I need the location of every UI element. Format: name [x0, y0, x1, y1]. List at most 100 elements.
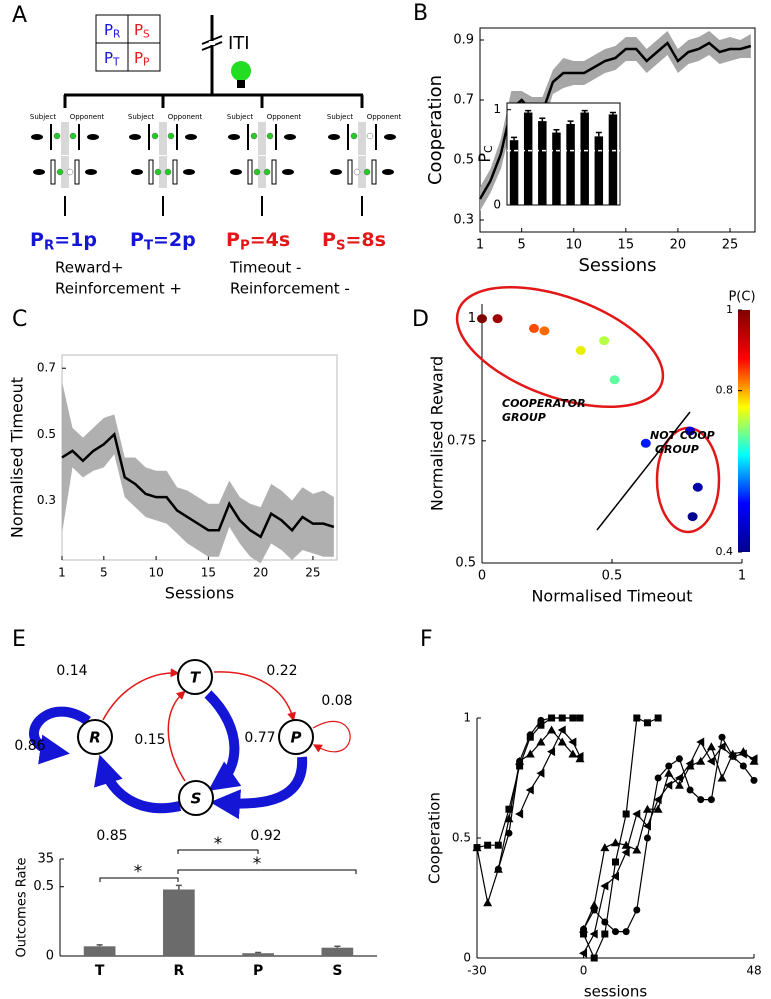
state-label: P: [291, 729, 302, 747]
outcome-description: Reinforcement +: [55, 280, 182, 298]
y-tick-label: 0.9: [453, 33, 474, 48]
point: [477, 314, 487, 324]
symbol: P: [475, 153, 494, 163]
marker: [706, 742, 716, 751]
x-tick-label: T: [95, 963, 105, 979]
y-tick-label: 0: [463, 951, 471, 965]
symbol-value: =2p: [153, 229, 196, 251]
error-bar: [511, 136, 518, 141]
transition-probability: 0.22: [266, 663, 297, 679]
wall: [172, 159, 178, 185]
subject-label: Subject: [128, 113, 154, 121]
significance-star: *: [214, 834, 223, 854]
x-tick-label: 10: [565, 238, 582, 253]
marker: [749, 754, 758, 764]
rat: [382, 169, 394, 175]
x-tick-label: 25: [722, 238, 739, 253]
subscript: R: [113, 29, 120, 41]
light: [56, 168, 64, 176]
x-tick-label: R: [173, 963, 184, 979]
point: [609, 375, 620, 385]
marker: [537, 721, 545, 729]
marker: [536, 737, 546, 746]
bar: [242, 953, 274, 956]
marker: [697, 796, 705, 804]
symbol: P: [226, 229, 240, 251]
subject-label: Subject: [327, 113, 353, 121]
bar: [509, 140, 519, 205]
panel-label: F: [420, 627, 433, 652]
marker: [516, 762, 524, 770]
y-tick-label: 1: [468, 311, 476, 326]
symbol-text: PP: [134, 49, 149, 69]
colorbar-tick-label: 0.8: [716, 384, 734, 397]
transition-arrow: [204, 690, 242, 791]
transition-arrow: [167, 690, 186, 782]
y-axis-label: Cooperation: [425, 75, 446, 185]
state-label: T: [190, 669, 202, 687]
symbol-text: PR=1p: [30, 229, 97, 254]
y-tick-label: 0.7: [453, 93, 474, 108]
subscript: C: [482, 145, 495, 153]
marker: [611, 871, 619, 881]
y-tick-label: 0.5: [455, 556, 476, 571]
marker: [685, 759, 694, 769]
colorbar: [738, 310, 750, 552]
marker: [601, 918, 609, 926]
y-tick-label: 0: [493, 198, 501, 212]
marker: [600, 843, 610, 852]
marker: [611, 838, 620, 847]
y-axis-label: Normalised Reward: [428, 356, 447, 511]
marker: [589, 929, 598, 939]
marker: [642, 804, 652, 813]
transition-probability: 0.85: [96, 828, 127, 844]
marker: [674, 773, 683, 783]
transition-probability: 0.92: [250, 828, 281, 844]
symbol: P: [134, 21, 143, 39]
bar: [163, 889, 195, 956]
significance-star: *: [253, 854, 262, 874]
point: [492, 314, 503, 324]
subscript: P: [240, 239, 250, 254]
wall: [247, 159, 253, 185]
x-tick-label: 5: [100, 566, 108, 580]
y-tick-label: 1: [493, 102, 501, 116]
y-axis-label: Normalised Timeout: [8, 377, 27, 538]
panel-label: A: [12, 3, 27, 28]
error-bar: [595, 131, 602, 137]
marker: [707, 796, 715, 804]
lever-panel: [159, 156, 167, 188]
marker: [516, 757, 524, 765]
light: [366, 132, 374, 140]
subscript: T: [144, 239, 153, 254]
x-tick-label: 5: [518, 238, 526, 253]
rat: [131, 169, 143, 175]
marker: [547, 747, 556, 757]
group-annotation: GROUP: [502, 411, 546, 424]
marker: [525, 749, 535, 758]
marker: [632, 845, 642, 854]
y-tick-label: 1: [463, 711, 471, 725]
subscript: T: [112, 57, 120, 69]
error-band: [62, 381, 334, 564]
marker: [505, 829, 513, 837]
marker: [717, 773, 727, 782]
transition-probability: 0.15: [134, 732, 165, 748]
panel-label: C: [12, 307, 27, 332]
bar: [580, 112, 589, 205]
rat: [328, 134, 340, 140]
marker: [526, 731, 534, 739]
x-tick-label: 20: [670, 238, 687, 253]
marker: [547, 725, 557, 734]
error-bar: [96, 944, 103, 947]
plot-frame: [479, 27, 756, 233]
marker: [653, 804, 663, 813]
wall: [347, 159, 353, 185]
marker: [568, 737, 577, 747]
state-node: [278, 719, 314, 755]
state-node: [178, 780, 214, 816]
colorbar-tick-label: 0.4: [716, 545, 734, 558]
marker: [643, 719, 651, 727]
bar: [566, 123, 575, 205]
light: [363, 168, 371, 176]
